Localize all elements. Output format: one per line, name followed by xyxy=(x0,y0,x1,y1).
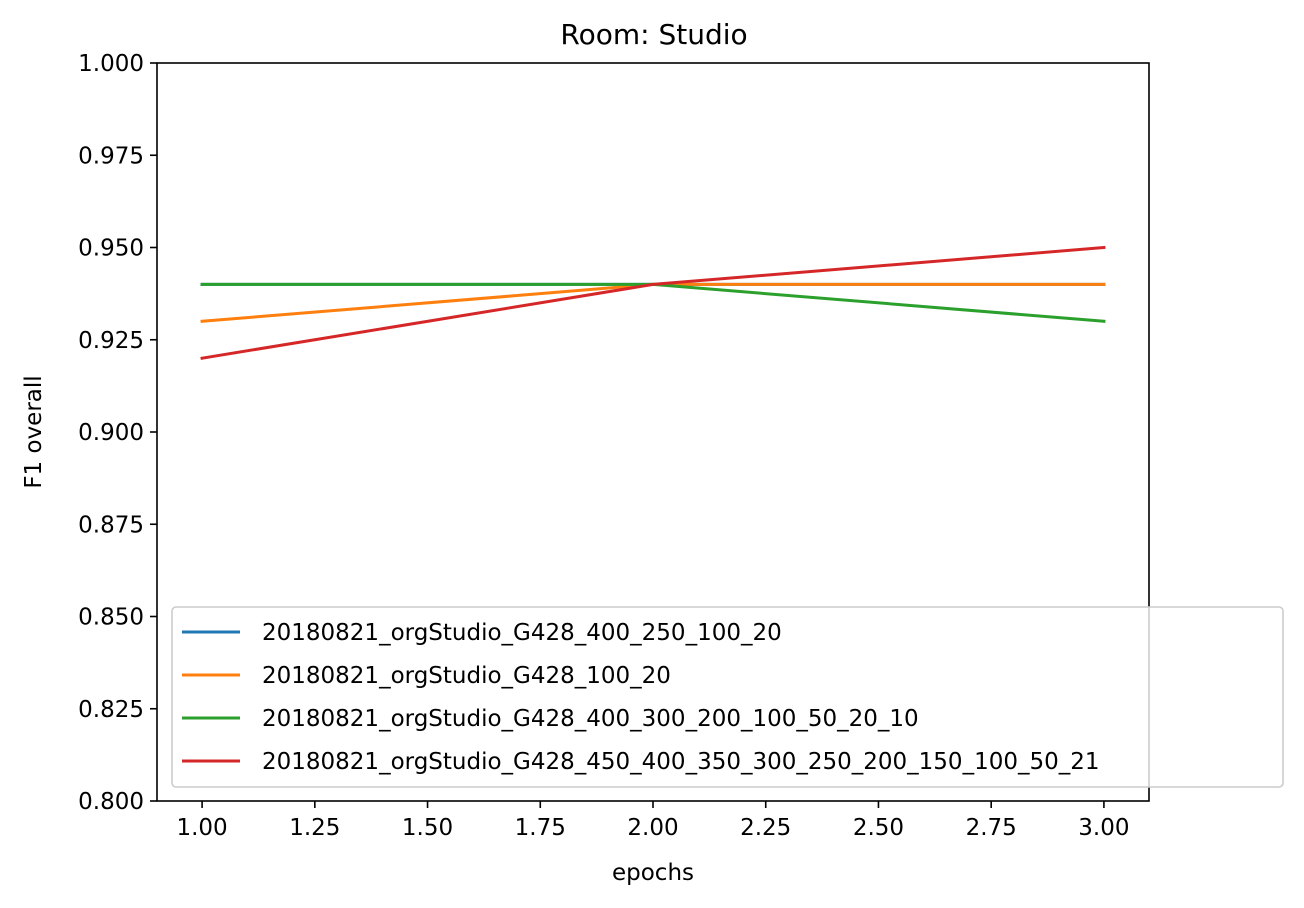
x-tick-label: 1.50 xyxy=(402,815,453,841)
x-axis-label: epochs xyxy=(612,860,694,886)
data-point xyxy=(1102,319,1106,323)
legend: 20180821_orgStudio_G428_400_250_100_20 20… xyxy=(171,606,1284,788)
series-layer xyxy=(200,245,1106,360)
x-tick-label: 2.25 xyxy=(740,815,791,841)
legend-label-3: 20180821_orgStudio_G428_400_300_200_100_… xyxy=(262,706,919,732)
x-tick-label: 1.00 xyxy=(176,815,227,841)
data-point xyxy=(1102,283,1106,286)
x-tick-label: 1.75 xyxy=(515,815,566,841)
y-tick-label: 0.800 xyxy=(78,789,144,815)
x-tick-label: 3.00 xyxy=(1078,815,1129,841)
x-tick-label: 2.00 xyxy=(627,815,678,841)
legend-label-2: 20180821_orgStudio_G428_100_20 xyxy=(262,663,671,689)
y-tick-label: 0.825 xyxy=(78,697,144,723)
x-tick-label: 2.75 xyxy=(966,815,1017,841)
y-tick-label: 0.850 xyxy=(78,605,144,631)
data-point xyxy=(200,319,204,323)
y-tick-label: 0.875 xyxy=(78,512,144,538)
data-point xyxy=(651,283,655,286)
y-tick-label: 1.000 xyxy=(78,51,144,77)
x-axis: 1.00 1.25 1.50 1.75 2.00 2.25 2.50 2.75 3.00 xyxy=(176,801,1130,841)
data-point xyxy=(1102,246,1106,249)
legend-label-4: 20180821_orgStudio_G428_450_400_350_300_… xyxy=(262,749,1100,775)
x-tick-label: 1.25 xyxy=(289,815,340,841)
data-point xyxy=(200,356,204,360)
y-tick-label: 0.925 xyxy=(78,328,144,354)
legend-box xyxy=(171,606,1284,788)
y-tick-label: 0.900 xyxy=(78,420,144,446)
y-axis-label: F1 overall xyxy=(21,375,47,488)
chart-title: Room: Studio xyxy=(560,18,747,51)
data-point xyxy=(200,283,204,286)
y-tick-label: 0.975 xyxy=(78,143,144,169)
x-tick-label: 2.50 xyxy=(853,815,904,841)
y-tick-label: 0.950 xyxy=(78,236,144,262)
legend-label-1: 20180821_orgStudio_G428_400_250_100_20 xyxy=(262,620,782,646)
y-axis: 0.800 0.825 0.850 0.875 0.900 0.925 0.950 0.975… xyxy=(78,51,157,815)
